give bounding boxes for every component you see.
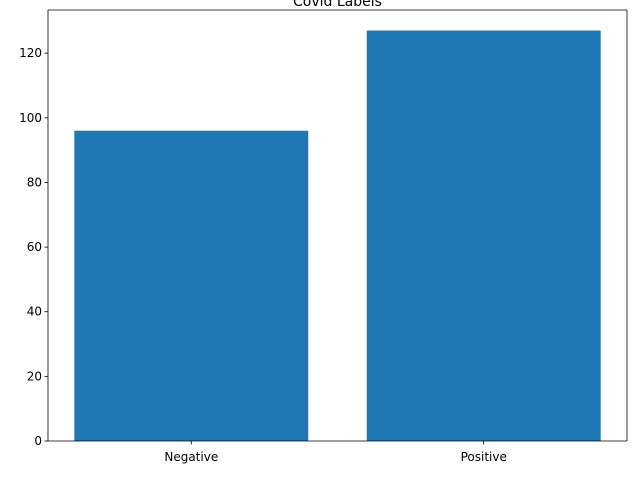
x-tick-label-positive: Positive (461, 450, 507, 464)
x-tick-label-negative: Negative (164, 450, 218, 464)
y-tick-label: 100 (19, 111, 42, 125)
chart-title: Covid Labels (293, 0, 382, 10)
y-tick-label: 60 (27, 240, 42, 254)
bar-negative (74, 130, 309, 441)
bars-layer (74, 30, 601, 442)
y-tick-label: 0 (34, 434, 42, 448)
bar-positive (366, 30, 601, 442)
y-tick-label: 120 (19, 46, 42, 60)
y-tick-label: 20 (27, 369, 42, 383)
axes-layer (47, 9, 628, 442)
ticks-layer: 0 20 40 60 80 100 120 Negative Positive (19, 46, 507, 464)
y-tick-label: 40 (27, 305, 42, 319)
y-tick-label: 80 (27, 175, 42, 189)
